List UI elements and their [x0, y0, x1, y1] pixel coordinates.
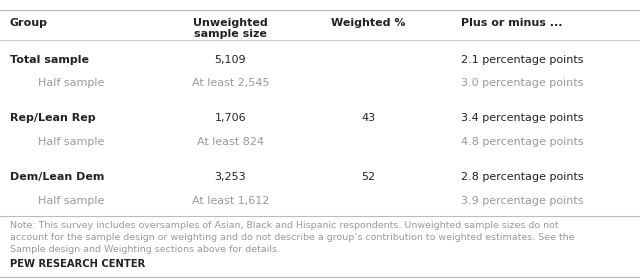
- Text: 52: 52: [361, 172, 375, 182]
- Text: PEW RESEARCH CENTER: PEW RESEARCH CENTER: [10, 259, 145, 269]
- Text: 5,109: 5,109: [214, 55, 246, 65]
- Text: Half sample: Half sample: [38, 137, 105, 147]
- Text: 43: 43: [361, 113, 375, 123]
- Text: Half sample: Half sample: [38, 78, 105, 88]
- Text: At least 1,612: At least 1,612: [192, 196, 269, 206]
- Text: Unweighted
sample size: Unweighted sample size: [193, 18, 268, 39]
- Text: At least 824: At least 824: [197, 137, 264, 147]
- Text: Half sample: Half sample: [38, 196, 105, 206]
- Text: 3.0 percentage points: 3.0 percentage points: [461, 78, 583, 88]
- Text: Weighted %: Weighted %: [331, 18, 405, 28]
- Text: Total sample: Total sample: [10, 55, 88, 65]
- Text: At least 2,545: At least 2,545: [191, 78, 269, 88]
- Text: 2.8 percentage points: 2.8 percentage points: [461, 172, 584, 182]
- Text: 3,253: 3,253: [214, 172, 246, 182]
- Text: Plus or minus ...: Plus or minus ...: [461, 18, 563, 28]
- Text: 2.1 percentage points: 2.1 percentage points: [461, 55, 583, 65]
- Text: Rep/Lean Rep: Rep/Lean Rep: [10, 113, 95, 123]
- Text: Group: Group: [10, 18, 47, 28]
- Text: 3.4 percentage points: 3.4 percentage points: [461, 113, 583, 123]
- Text: 1,706: 1,706: [214, 113, 246, 123]
- Text: Dem/Lean Dem: Dem/Lean Dem: [10, 172, 104, 182]
- Text: Note: This survey includes oversamples of Asian, Black and Hispanic respondents.: Note: This survey includes oversamples o…: [10, 221, 574, 254]
- Text: 4.8 percentage points: 4.8 percentage points: [461, 137, 584, 147]
- Text: 3.9 percentage points: 3.9 percentage points: [461, 196, 583, 206]
